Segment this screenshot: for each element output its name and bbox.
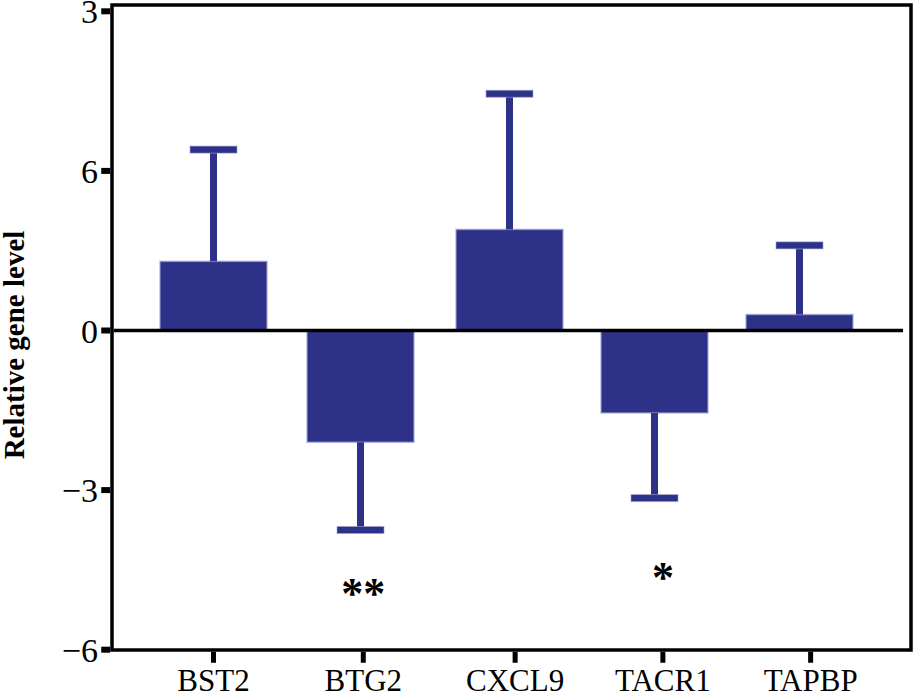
y-axis-tick bbox=[101, 8, 110, 14]
error-bar-stem-TAPBP bbox=[796, 245, 803, 314]
y-axis-tick-label: 6 bbox=[81, 153, 98, 190]
y-axis-tick-label: 3 bbox=[81, 0, 98, 30]
x-axis-tick-label-BTG2: BTG2 bbox=[325, 663, 403, 694]
x-axis-tick bbox=[808, 652, 813, 663]
relative-gene-level-bar-chart: 360−3−6BST2BTG2CXCL9TACR1TAPBP***Relativ… bbox=[0, 0, 915, 694]
error-bar-cap-BST2 bbox=[190, 146, 237, 153]
error-bar-stem-CXCL9 bbox=[506, 94, 513, 230]
y-axis-tick bbox=[101, 328, 110, 334]
bar-TAPBP bbox=[746, 315, 853, 331]
bar-chart-figure: 360−3−6BST2BTG2CXCL9TACR1TAPBP***Relativ… bbox=[0, 0, 915, 694]
x-axis-tick-label-BST2: BST2 bbox=[177, 663, 249, 694]
error-bar-cap-TAPBP bbox=[776, 242, 823, 249]
y-axis-title: Relative gene level bbox=[0, 231, 30, 460]
y-axis-tick-label: −6 bbox=[62, 632, 98, 669]
bar-CXCL9 bbox=[456, 229, 563, 330]
bar-BTG2 bbox=[307, 331, 414, 443]
error-bar-stem-BTG2 bbox=[357, 442, 364, 530]
bar-TACR1 bbox=[601, 331, 708, 413]
x-axis-tick bbox=[513, 652, 518, 663]
x-axis-tick bbox=[361, 652, 366, 663]
y-axis-tick-label: 0 bbox=[81, 313, 98, 350]
significance-marker-BTG2: ** bbox=[341, 569, 385, 618]
x-axis-tick-label-TAPBP: TAPBP bbox=[764, 663, 858, 694]
bar-BST2 bbox=[160, 261, 267, 330]
zero-line bbox=[114, 329, 903, 333]
x-axis-tick bbox=[211, 652, 216, 663]
y-axis-tick bbox=[101, 647, 110, 653]
error-bar-cap-CXCL9 bbox=[486, 90, 533, 97]
error-bar-stem-BST2 bbox=[210, 150, 217, 262]
error-bar-cap-BTG2 bbox=[337, 527, 384, 534]
x-axis-tick-label-CXCL9: CXCL9 bbox=[466, 663, 564, 694]
y-axis-tick bbox=[101, 487, 110, 493]
significance-marker-TACR1: * bbox=[652, 553, 674, 602]
error-bar-stem-TACR1 bbox=[651, 413, 658, 498]
error-bar-cap-TACR1 bbox=[631, 495, 678, 502]
x-axis-tick bbox=[660, 652, 665, 663]
y-axis-tick bbox=[101, 168, 110, 174]
y-axis-tick-label: −3 bbox=[62, 472, 98, 509]
x-axis-tick-label-TACR1: TACR1 bbox=[615, 663, 711, 694]
